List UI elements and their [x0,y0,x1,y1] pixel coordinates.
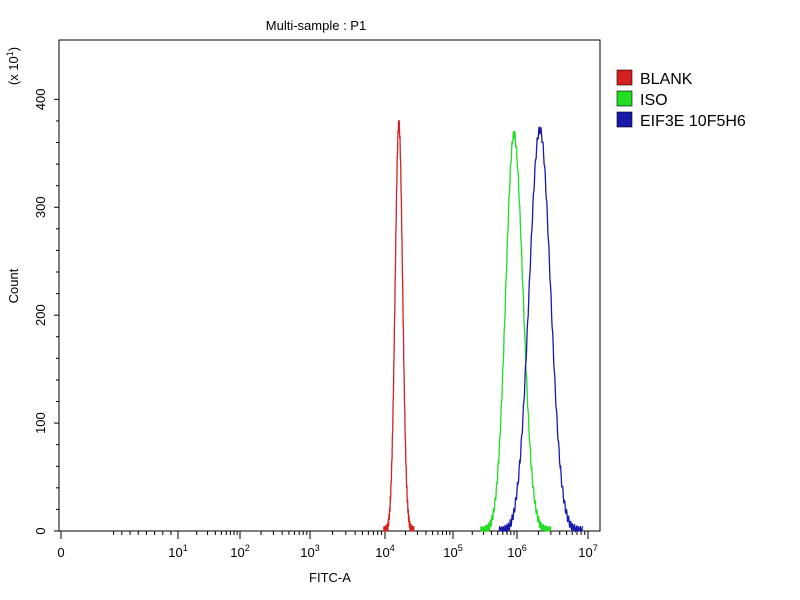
legend-label: BLANK [640,71,693,88]
x-tick-label: 106 [507,543,526,560]
series-line [498,126,584,534]
y-tick-label: 400 [33,89,48,111]
x-axis: 0 101 102 103 104 105 106 107 [57,531,598,560]
y-axis-title: Count [6,268,21,303]
y-tick-label: 100 [33,412,48,434]
legend-swatch [616,111,633,128]
plot-frame [58,39,601,532]
y-tick-label: 0 [33,527,48,534]
legend-swatch [616,90,633,107]
series-line [480,130,552,534]
chart-title: Multi-sample : P1 [266,18,366,33]
x-tick-label: 105 [443,543,462,560]
x-tick-label: 103 [300,543,319,560]
x-tick-label: 102 [230,543,249,560]
x-tick-label: 107 [578,543,597,560]
x-axis-title: FITC-A [309,570,351,585]
y-axis: 0 100 200 300 400 [33,89,59,535]
legend-label: EIF3E 10F5H6 [640,113,746,130]
legend: BLANK ISO EIF3E 10F5H6 [616,69,746,130]
x-tick-label: 101 [168,543,187,560]
x-tick-label: 0 [57,545,64,560]
series-layer [383,120,584,534]
y-tick-label: 300 [33,196,48,218]
series-line [383,120,415,534]
x-tick-label: 104 [375,543,394,560]
y-tick-label: 200 [33,304,48,326]
legend-swatch [616,69,633,86]
y-multiplier-label: (x 101) [5,47,21,85]
legend-label: ISO [640,92,668,109]
